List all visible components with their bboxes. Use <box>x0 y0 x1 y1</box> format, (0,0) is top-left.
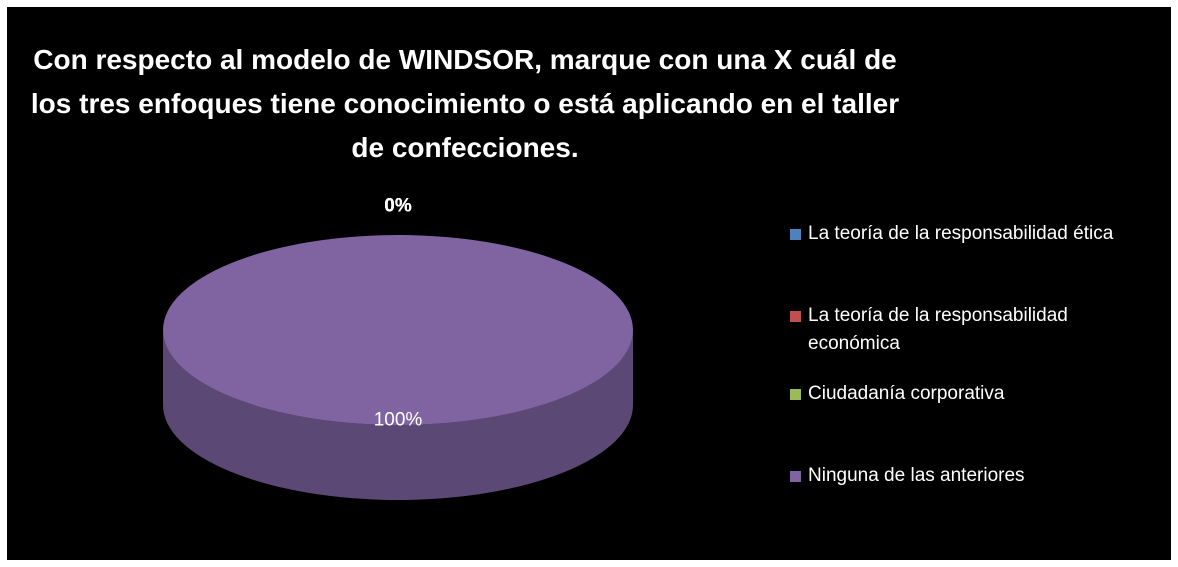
legend-label: La teoría de la responsabilidad ética <box>808 223 1114 244</box>
legend-swatch <box>790 229 801 240</box>
data-label: 0% <box>384 196 412 217</box>
legend-swatch <box>790 311 801 322</box>
legend-item: La teoría de la responsabilidad ética <box>790 220 1148 248</box>
chart-title: Con respecto al modelo de WINDSOR, marqu… <box>30 44 900 163</box>
legend-item: Ninguna de las anteriores <box>790 462 1148 490</box>
data-label: 0% <box>384 196 412 217</box>
slice <box>163 235 633 425</box>
data-label: 100% <box>374 409 423 430</box>
legend-label: Ciudadanía corporativa <box>808 383 1005 404</box>
legend-swatch <box>790 389 801 400</box>
legend-item: Ciudadanía corporativa <box>790 380 1148 408</box>
legend-swatch <box>790 471 801 482</box>
legend-label: La teoría de la responsabilidad económic… <box>808 305 1068 354</box>
legend-label: Ninguna de las anteriores <box>808 465 1025 486</box>
data-label: 0% <box>384 196 412 217</box>
slice-side <box>163 330 633 500</box>
legend-item: La teoría de la responsabilidad económic… <box>790 302 1148 358</box>
slice-side-shade <box>163 330 633 500</box>
